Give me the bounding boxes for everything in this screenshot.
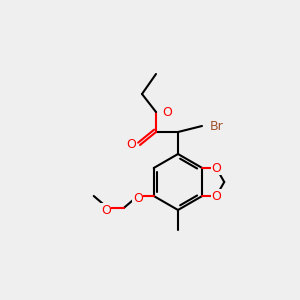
Text: O: O (211, 190, 221, 202)
Text: Br: Br (210, 119, 224, 133)
Text: O: O (162, 106, 172, 118)
Text: O: O (126, 139, 136, 152)
Text: O: O (101, 203, 111, 217)
Text: O: O (133, 191, 143, 205)
Text: O: O (211, 161, 221, 175)
